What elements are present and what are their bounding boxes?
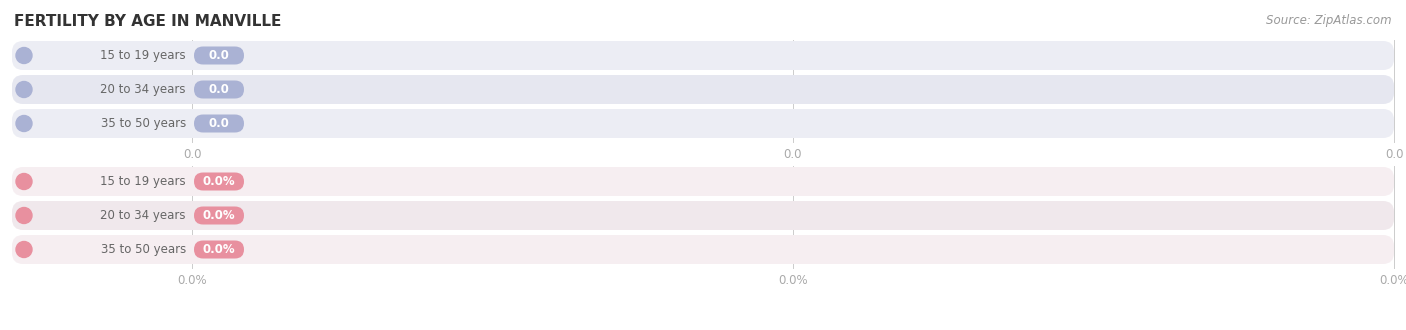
Text: 0.0%: 0.0% xyxy=(202,175,235,188)
FancyBboxPatch shape xyxy=(13,75,1393,104)
FancyBboxPatch shape xyxy=(194,241,245,258)
Text: 20 to 34 years: 20 to 34 years xyxy=(100,83,186,96)
Circle shape xyxy=(15,242,32,257)
Text: 15 to 19 years: 15 to 19 years xyxy=(100,175,186,188)
Text: Source: ZipAtlas.com: Source: ZipAtlas.com xyxy=(1267,14,1392,27)
Circle shape xyxy=(15,115,32,131)
Text: 0.0: 0.0 xyxy=(208,49,229,62)
Text: 20 to 34 years: 20 to 34 years xyxy=(100,209,186,222)
Text: 0.0: 0.0 xyxy=(208,117,229,130)
FancyBboxPatch shape xyxy=(194,115,245,133)
Circle shape xyxy=(15,48,32,63)
FancyBboxPatch shape xyxy=(194,81,245,98)
Circle shape xyxy=(15,208,32,223)
FancyBboxPatch shape xyxy=(194,47,245,64)
FancyBboxPatch shape xyxy=(13,235,1393,264)
FancyBboxPatch shape xyxy=(194,173,245,190)
Text: 0.0%: 0.0% xyxy=(202,243,235,256)
Text: 0.0%: 0.0% xyxy=(202,209,235,222)
Text: 0.0: 0.0 xyxy=(183,148,201,160)
Text: 35 to 50 years: 35 to 50 years xyxy=(101,117,186,130)
Text: 0.0%: 0.0% xyxy=(1379,274,1406,286)
Text: 0.0%: 0.0% xyxy=(778,274,808,286)
Text: 0.0: 0.0 xyxy=(783,148,803,160)
FancyBboxPatch shape xyxy=(13,201,1393,230)
FancyBboxPatch shape xyxy=(194,207,245,224)
FancyBboxPatch shape xyxy=(13,109,1393,138)
Text: FERTILITY BY AGE IN MANVILLE: FERTILITY BY AGE IN MANVILLE xyxy=(14,14,281,29)
Circle shape xyxy=(15,82,32,97)
Text: 35 to 50 years: 35 to 50 years xyxy=(101,243,186,256)
Text: 0.0: 0.0 xyxy=(1385,148,1403,160)
FancyBboxPatch shape xyxy=(13,41,1393,70)
Text: 15 to 19 years: 15 to 19 years xyxy=(100,49,186,62)
Text: 0.0%: 0.0% xyxy=(177,274,207,286)
Circle shape xyxy=(15,174,32,189)
FancyBboxPatch shape xyxy=(13,167,1393,196)
Text: 0.0: 0.0 xyxy=(208,83,229,96)
